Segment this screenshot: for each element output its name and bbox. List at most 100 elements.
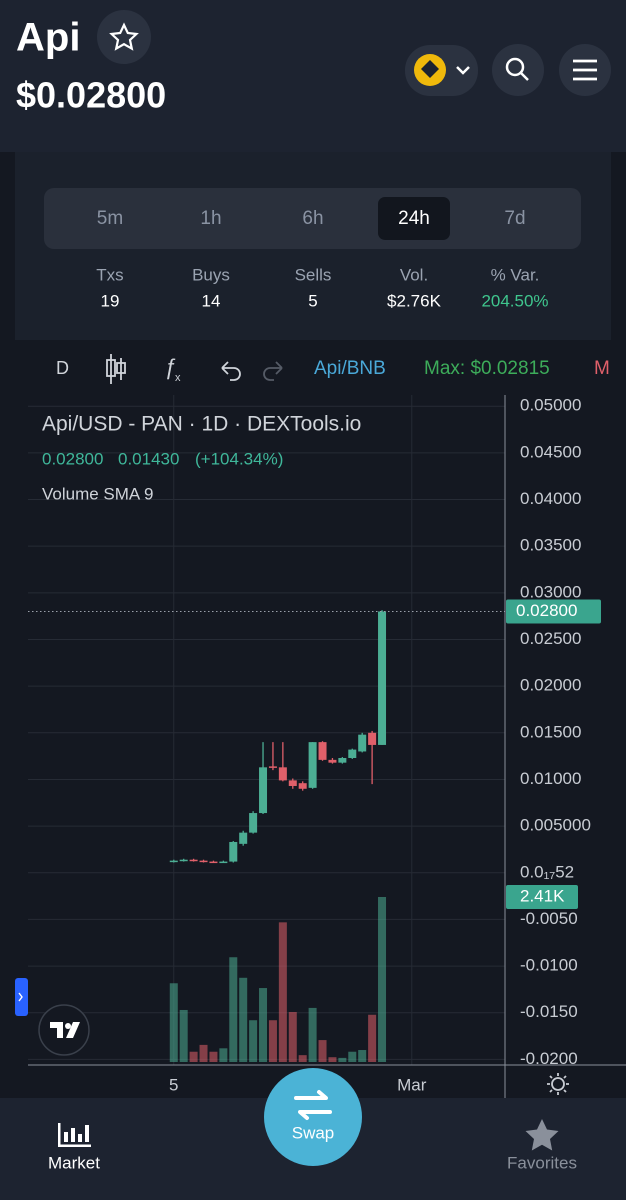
stat-value: 14 <box>202 291 221 310</box>
volume-bar <box>348 1051 357 1062</box>
stat-label: Vol. <box>400 265 428 284</box>
last-price-label: 0.02800 <box>516 601 577 620</box>
volume-bar <box>298 1055 307 1062</box>
favorites-icon[interactable] <box>525 1119 559 1151</box>
stat-label: % Var. <box>491 265 540 284</box>
volume-bar <box>328 1057 337 1062</box>
y-tick-label: -0.0200 <box>520 1049 578 1068</box>
pair[interactable]: Api/BNB <box>314 358 386 379</box>
y-tick-label: 0.03000 <box>520 582 581 601</box>
y-tick-label: 0.05000 <box>520 396 581 415</box>
max-price: Max: $0.02815 <box>424 358 550 379</box>
y-tick-label: -0.0050 <box>520 909 578 928</box>
candle-body <box>298 783 307 789</box>
legend-close: 0.02800 <box>42 449 103 468</box>
search-icon <box>505 57 525 77</box>
search-handle <box>520 72 529 81</box>
menu-icon <box>573 59 597 81</box>
min-price: M <box>594 358 610 379</box>
candle-body <box>189 859 198 862</box>
stat-value: $2.76K <box>387 291 442 310</box>
volume-bar <box>189 1051 198 1062</box>
volume-bar <box>249 1020 258 1062</box>
volume-bar <box>219 1048 228 1062</box>
volume-bar <box>318 1040 327 1062</box>
candle-body <box>179 859 188 862</box>
timeframe-active <box>378 197 450 240</box>
volume-bar <box>278 922 287 1062</box>
volume-bar <box>288 1012 297 1062</box>
token-name: Api <box>16 16 80 60</box>
timeframe-option[interactable]: 1h <box>200 208 221 229</box>
y-tick-label: 0.04000 <box>520 489 581 508</box>
volume-bar <box>169 983 178 1062</box>
volume-bar <box>308 1007 317 1062</box>
candle-body <box>328 759 337 763</box>
candle-body <box>239 832 248 844</box>
timeframe-option[interactable]: 24h <box>398 208 430 229</box>
nav-swap[interactable]: Swap <box>292 1123 335 1142</box>
chevron <box>456 66 470 75</box>
search-button[interactable] <box>492 44 544 96</box>
interval[interactable]: D <box>56 358 69 378</box>
volume-bar <box>239 977 248 1062</box>
candle-body <box>368 732 377 745</box>
side-tab-arrow <box>18 992 23 1002</box>
candle-body <box>338 757 347 763</box>
stat-value: 19 <box>101 291 120 310</box>
candle-body <box>308 742 317 788</box>
y-tick-label: 0.02000 <box>520 676 581 695</box>
last-price-tag <box>506 599 601 624</box>
candle-body <box>318 742 327 760</box>
indicators-icon-sub: x <box>175 372 181 384</box>
indicators-icon[interactable]: ƒ <box>164 354 176 379</box>
volume-bar <box>268 1020 277 1062</box>
candle-icon[interactable] <box>106 354 126 384</box>
token-price: $0.02800 <box>16 75 166 116</box>
x-tick-label: 5 <box>169 1075 178 1094</box>
swap-button[interactable] <box>264 1068 362 1166</box>
volume-bar <box>179 1009 188 1062</box>
volume-bar <box>199 1044 208 1062</box>
indicator-name: Volume SMA 9 <box>42 484 154 503</box>
favorite-button[interactable] <box>97 10 151 64</box>
nav-market[interactable]: Market <box>48 1153 100 1172</box>
legend-percent: (+104.34%) <box>195 449 283 468</box>
volume-bar <box>338 1057 347 1062</box>
y-tick-label: -0.0150 <box>520 1002 578 1021</box>
legend-change: 0.01430 <box>118 449 179 468</box>
y-tick-label: 0.01500 <box>520 722 581 741</box>
candle-body <box>358 734 367 752</box>
volume-bar <box>378 897 387 1062</box>
y-tick-label: -0.0100 <box>520 956 578 975</box>
y-tick-label: 0.02500 <box>520 629 581 648</box>
stat-label: Sells <box>295 265 332 284</box>
settings-icon[interactable] <box>547 1073 569 1095</box>
y-tick-label: 0.01000 <box>520 769 581 788</box>
volume-bar <box>358 1050 367 1062</box>
market-icon[interactable] <box>58 1123 91 1147</box>
stat-label: Txs <box>96 265 123 284</box>
candle-body <box>249 813 258 833</box>
candle-body <box>199 860 208 863</box>
tradingview-logo[interactable] <box>38 1004 90 1056</box>
redo-icon[interactable] <box>263 361 283 381</box>
last-volume-tag <box>506 885 578 909</box>
candle-body <box>209 861 218 864</box>
timeframe-option[interactable]: 5m <box>97 208 123 229</box>
y-tick-label: 0.03500 <box>520 536 581 555</box>
volume-bar <box>229 957 238 1062</box>
undo-icon[interactable] <box>221 361 241 381</box>
candle-body <box>268 766 277 768</box>
timeframe-option[interactable]: 7d <box>504 208 525 229</box>
candle-body <box>219 861 228 864</box>
stat-value: 204.50% <box>481 291 548 310</box>
nav-favorites[interactable]: Favorites <box>507 1153 577 1172</box>
swap-icon <box>294 1090 332 1120</box>
timeframe-option[interactable]: 6h <box>302 208 323 229</box>
candle-body <box>378 611 387 745</box>
volume-bar <box>259 988 268 1062</box>
tv-mark <box>50 1022 80 1038</box>
